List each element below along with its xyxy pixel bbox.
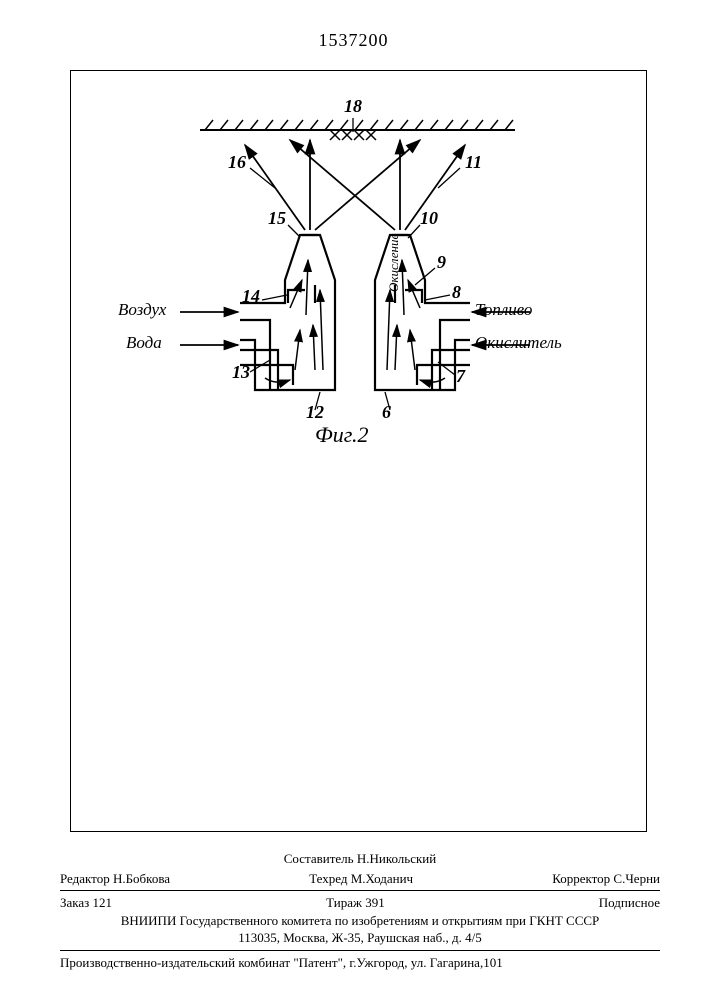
label-18: 18	[344, 96, 362, 117]
label-air: Воздух	[118, 300, 166, 320]
footer: Составитель Н.Никольский Редактор Н.Бобк…	[60, 850, 660, 971]
label-6: 6	[382, 402, 391, 423]
patent-number: 1537200	[0, 30, 707, 51]
footer-tirazh: Тираж 391	[326, 894, 385, 912]
label-16: 16	[228, 152, 246, 173]
label-15: 15	[268, 208, 286, 229]
label-oxidizer: Окислитель	[475, 333, 562, 353]
label-10: 10	[420, 208, 438, 229]
label-11: 11	[465, 152, 482, 173]
label-7: 7	[456, 366, 465, 387]
footer-compiler: Составитель Н.Никольский	[60, 850, 660, 868]
label-12: 12	[306, 402, 324, 423]
label-9: 9	[437, 252, 446, 273]
label-14: 14	[242, 286, 260, 307]
footer-org: ВНИИПИ Государственного комитета по изоб…	[60, 912, 660, 930]
footer-rule-2	[60, 950, 660, 951]
label-13: 13	[232, 362, 250, 383]
diagram-svg	[120, 90, 580, 460]
footer-order: Заказ 121	[60, 894, 112, 912]
footer-rule-1	[60, 890, 660, 891]
footer-prod: Производственно-издательский комбинат "П…	[60, 954, 660, 972]
label-fuel: Топливо	[475, 300, 532, 320]
label-8: 8	[452, 282, 461, 303]
footer-editor: Редактор Н.Бобкова	[60, 870, 170, 888]
label-oxidation: Окисление	[386, 234, 402, 292]
footer-address1: 113035, Москва, Ж-35, Раушская наб., д. …	[60, 929, 660, 947]
footer-tech: Техред М.Ходанич	[309, 870, 413, 888]
diagram: 18 16 11 15 10 14 9 8 13 12 6 7 Воздух В…	[120, 90, 580, 460]
page: 1537200	[0, 0, 707, 1000]
footer-subscription: Подписное	[599, 894, 660, 912]
figure-caption: Фиг.2	[315, 422, 369, 448]
footer-corrector: Корректор С.Черни	[552, 870, 660, 888]
label-water: Вода	[126, 333, 162, 353]
